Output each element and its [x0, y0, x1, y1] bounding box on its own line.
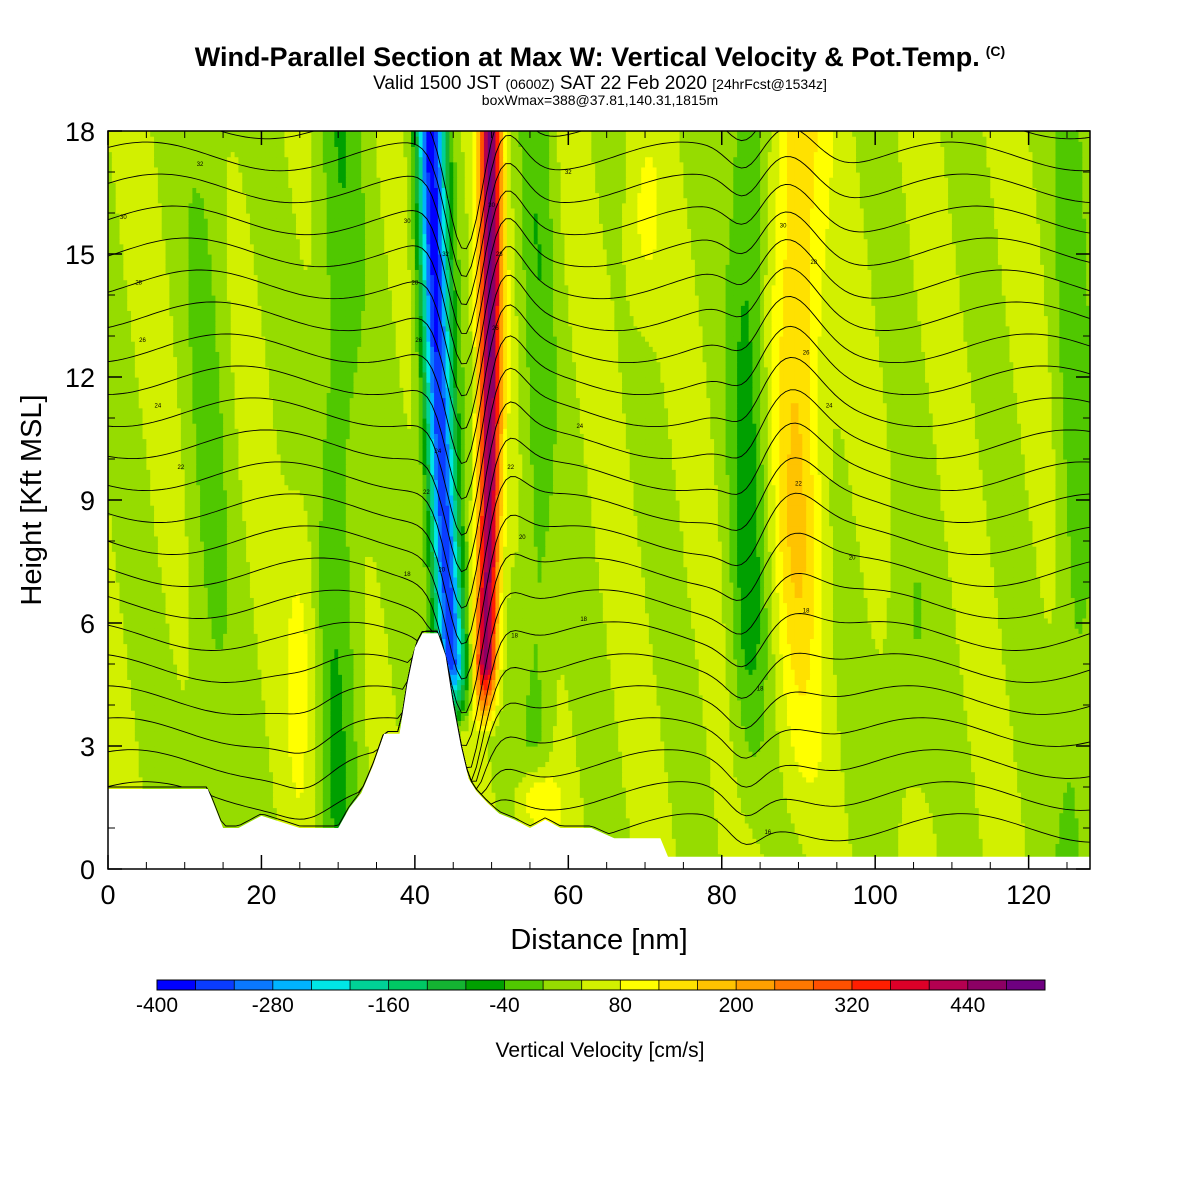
y-tick-label: 9	[80, 486, 95, 516]
colorbar-swatch	[852, 980, 891, 990]
y-tick-label: 0	[80, 855, 95, 885]
colorbar-tick-label: 440	[950, 994, 985, 1017]
colorbar-swatch	[273, 980, 312, 990]
x-axis-title: Distance [nm]	[510, 924, 687, 956]
theta-label: 26	[415, 338, 422, 344]
theta-label: 26	[139, 338, 146, 344]
colorbar-swatch	[389, 980, 428, 990]
theta-label: 20	[849, 555, 856, 561]
x-tick-label: 20	[246, 880, 276, 910]
theta-label: 22	[178, 465, 185, 471]
theta-label: 24	[435, 449, 442, 455]
theta-label: 26	[803, 350, 810, 356]
theta-label: 32	[197, 162, 204, 168]
theta-label: 32	[565, 170, 572, 176]
y-tick-label: 12	[65, 363, 95, 393]
colorbar: -400 -280 -160 -40 80 200 320 440	[136, 980, 1045, 1017]
colorbar-swatch	[968, 980, 1007, 990]
colorbar-tick-label: 200	[719, 994, 754, 1017]
theta-label: 18	[580, 617, 587, 623]
colorbar-swatch	[466, 980, 505, 990]
velocity-field	[108, 131, 1091, 870]
theta-label: 18	[803, 609, 810, 615]
colorbar-swatch	[813, 980, 852, 990]
theta-label: 20	[438, 568, 445, 574]
theta-label: 26	[492, 326, 499, 332]
colorbar-tick-label: 80	[609, 994, 632, 1017]
theta-label: 28	[412, 281, 419, 287]
x-tick-label: 100	[853, 880, 898, 910]
colorbar-swatch	[350, 980, 389, 990]
x-tick-label: 0	[100, 880, 115, 910]
colorbar-swatch	[891, 980, 930, 990]
theta-label: 28	[810, 260, 817, 266]
colorbar-swatch	[157, 980, 196, 990]
colorbar-swatch	[736, 980, 775, 990]
theta-label: 30	[780, 223, 787, 229]
colorbar-tick-label: -40	[489, 994, 519, 1017]
y-tick-label: 15	[65, 240, 95, 270]
colorbar-swatch	[311, 980, 350, 990]
x-tick-label: 40	[400, 880, 430, 910]
theta-label: 30	[488, 203, 495, 209]
theta-label: 24	[576, 424, 583, 430]
theta-label: 18	[404, 572, 411, 578]
x-tick-label: 60	[553, 880, 583, 910]
colorbar-title: Vertical Velocity [cm/s]	[496, 1039, 705, 1062]
theta-label: 32	[442, 252, 449, 258]
colorbar-swatch	[659, 980, 698, 990]
theta-label: 22	[423, 490, 430, 496]
y-tick-label: 3	[80, 732, 95, 762]
colorbar-swatch	[582, 980, 621, 990]
theta-label: 22	[795, 482, 802, 488]
colorbar-swatch	[543, 980, 582, 990]
theta-label: 28	[496, 252, 503, 258]
colorbar-swatch	[504, 980, 543, 990]
theta-label: 18	[511, 633, 518, 639]
theta-label: 24	[826, 404, 833, 410]
theta-label: 22	[507, 465, 514, 471]
theta-label: 16	[764, 830, 771, 836]
y-axis-title: Height [Kft MSL]	[16, 394, 48, 605]
theta-label: 30	[404, 219, 411, 225]
colorbar-tick-label: -160	[368, 994, 410, 1017]
theta-label: 18	[757, 687, 764, 693]
colorbar-tick-label: -400	[136, 994, 178, 1017]
colorbar-tick-label: 320	[834, 994, 869, 1017]
colorbar-swatch	[698, 980, 737, 990]
colorbar-swatch	[929, 980, 968, 990]
colorbar-swatch	[775, 980, 814, 990]
colorbar-swatch	[427, 980, 466, 990]
theta-label: 28	[135, 281, 142, 287]
cross-section-chart: 3230282624221822242628303220302826222018…	[0, 0, 1200, 1200]
theta-label: 30	[120, 215, 127, 221]
x-tick-label: 120	[1006, 880, 1051, 910]
colorbar-swatch	[1006, 980, 1045, 990]
y-tick-label: 18	[65, 117, 95, 147]
theta-label: 20	[519, 535, 526, 541]
y-tick-label: 6	[80, 609, 95, 639]
x-tick-label: 80	[707, 880, 737, 910]
colorbar-tick-label: -280	[252, 994, 294, 1017]
colorbar-swatch	[196, 980, 235, 990]
theta-label: 24	[155, 404, 162, 410]
colorbar-swatch	[234, 980, 273, 990]
colorbar-swatch	[620, 980, 659, 990]
